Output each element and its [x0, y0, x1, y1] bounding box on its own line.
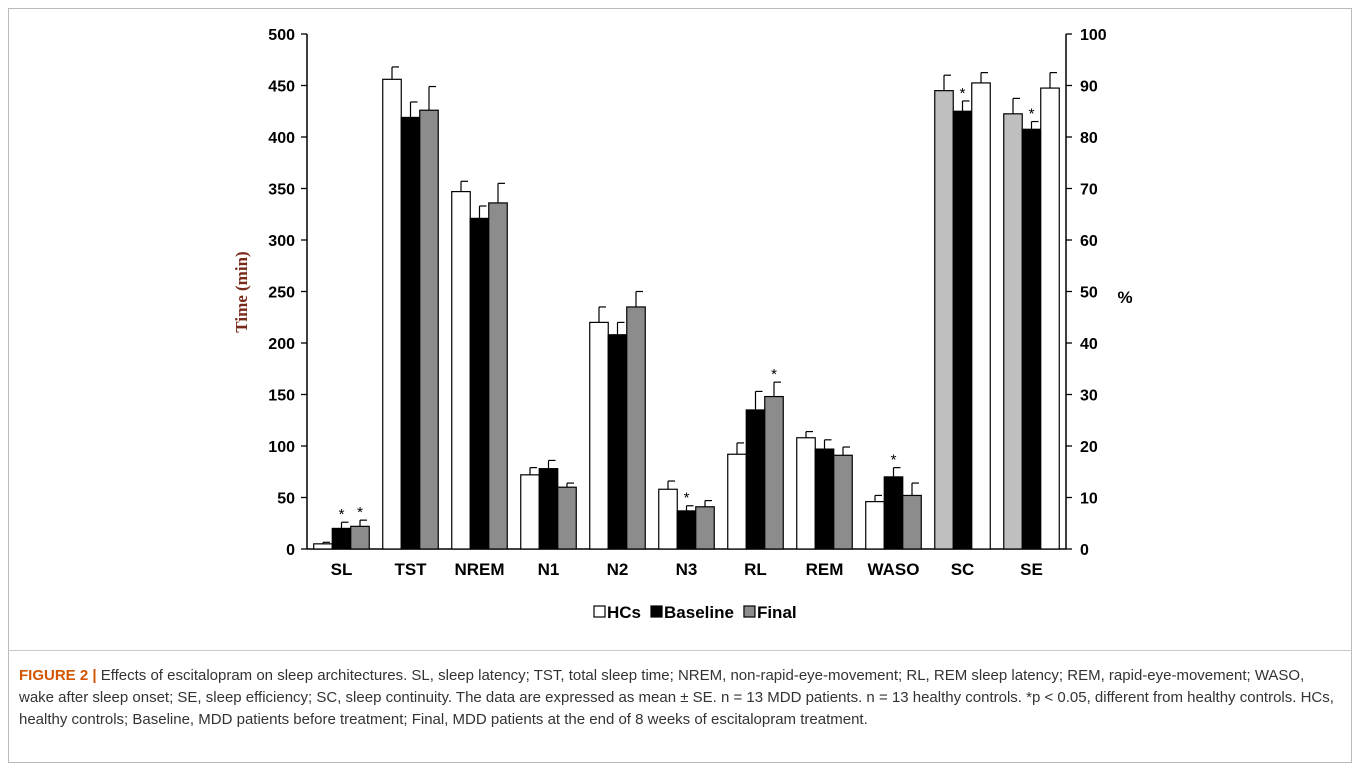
- x-tick-label: N3: [676, 560, 698, 579]
- bar-n3-hcs: [658, 488, 678, 550]
- bar-rl-hcs: [727, 453, 747, 550]
- bar-se-hcs: [1003, 113, 1023, 550]
- y2-tick-label: 50: [1080, 285, 1098, 302]
- bar-tst-baseline: [400, 116, 421, 550]
- y-tick-label: 50: [277, 491, 295, 508]
- x-tick-label: SC: [951, 560, 975, 579]
- figure-caption: FIGURE 2 | Effects of escitalopram on sl…: [19, 665, 1337, 731]
- bar-rl-baseline: [745, 409, 766, 550]
- legend-swatch-hcs: [593, 605, 606, 618]
- bar-nrem-final: [488, 202, 508, 550]
- y2-tick-label: 60: [1080, 233, 1098, 250]
- bar-se-final: [1040, 87, 1060, 550]
- significance-marker: *: [339, 506, 345, 523]
- y2-axis-label: %: [1117, 288, 1132, 307]
- x-tick-label: N1: [538, 560, 560, 579]
- figure-frame: [8, 8, 1352, 763]
- x-tick-label: TST: [394, 560, 427, 579]
- y-tick-label: 300: [268, 233, 295, 250]
- caption-divider: [8, 650, 1352, 651]
- bar-rem-hcs: [796, 437, 816, 550]
- y2-tick-label: 70: [1080, 182, 1098, 199]
- bar-sl-hcs: [313, 543, 333, 550]
- legend-swatch-baseline: [650, 605, 663, 618]
- bar-n2-baseline: [607, 334, 628, 550]
- x-tick-label: WASO: [868, 560, 920, 579]
- y-tick-label: 350: [268, 182, 295, 199]
- x-tick-label: N2: [607, 560, 629, 579]
- significance-marker: *: [1029, 106, 1035, 123]
- significance-marker: *: [960, 85, 966, 102]
- bar-tst-hcs: [382, 78, 402, 550]
- bar-chart: 0 50 100 150 200 250 300 350 400 450 500 0 10 20 30 40 5…: [232, 27, 1133, 622]
- bar-sc-final: [971, 82, 991, 550]
- y-tick-label: 100: [268, 439, 295, 456]
- legend-label-baseline: Baseline: [664, 603, 734, 622]
- y-tick-label: 400: [268, 130, 295, 147]
- chart-legend: HCs Baseline Final: [593, 603, 797, 622]
- bar-nrem-hcs: [451, 190, 471, 550]
- significance-marker: *: [891, 452, 897, 469]
- bar-waso-final: [902, 494, 922, 550]
- y-tick-label: 450: [268, 79, 295, 96]
- y-tick-label: 500: [268, 27, 295, 44]
- bar-n1-baseline: [538, 468, 559, 550]
- bar-sl-final: [350, 525, 370, 550]
- bar-n1-hcs: [520, 474, 540, 550]
- bar-n3-final: [695, 506, 715, 550]
- bar-rem-final: [833, 454, 853, 550]
- bar-waso-hcs: [865, 501, 885, 550]
- bar-sl-baseline: [331, 527, 352, 550]
- y2-tick-label: 0: [1080, 542, 1089, 559]
- significance-marker: *: [684, 490, 690, 507]
- y2-tick-label: 20: [1080, 439, 1098, 456]
- y2-tick-label: 40: [1080, 336, 1098, 353]
- y2-tick-label: 10: [1080, 491, 1098, 508]
- y-tick-label: 150: [268, 388, 295, 405]
- bar-n2-hcs: [589, 321, 609, 550]
- y-tick-label: 0: [286, 542, 295, 559]
- x-tick-label: RL: [744, 560, 767, 579]
- significance-marker: *: [357, 504, 363, 521]
- chart-bars: * * * * * * *: [313, 66, 1060, 550]
- y2-tick-label: 30: [1080, 388, 1098, 405]
- bar-se-baseline: [1021, 128, 1042, 550]
- x-tick-label: SL: [331, 560, 353, 579]
- figure-label: FIGURE 2 |: [19, 667, 97, 684]
- bar-waso-baseline: [883, 476, 904, 550]
- y-axis-label: Time (min): [232, 251, 251, 332]
- bar-rem-baseline: [814, 448, 835, 550]
- figure-caption-text: Effects of escitalopram on sleep archite…: [19, 667, 1334, 728]
- bar-tst-final: [419, 109, 439, 550]
- bar-sc-hcs: [934, 90, 954, 550]
- bar-rl-final: [764, 395, 784, 550]
- x-tick-label: NREM: [454, 560, 504, 579]
- legend-swatch-final: [743, 605, 756, 618]
- significance-marker: *: [771, 366, 777, 383]
- y-tick-label: 250: [268, 285, 295, 302]
- bar-n1-final: [557, 486, 577, 550]
- y2-tick-label: 100: [1080, 27, 1107, 44]
- bar-n3-baseline: [676, 510, 697, 550]
- bar-n2-final: [626, 306, 646, 550]
- y-tick-label: 200: [268, 336, 295, 353]
- x-tick-label: SE: [1020, 560, 1043, 579]
- y2-tick-label: 80: [1080, 130, 1098, 147]
- bar-nrem-baseline: [469, 217, 490, 550]
- y2-tick-label: 90: [1080, 79, 1098, 96]
- x-tick-label: REM: [806, 560, 844, 579]
- legend-label-final: Final: [757, 603, 797, 622]
- legend-label-hcs: HCs: [607, 603, 641, 622]
- bar-sc-baseline: [952, 110, 973, 550]
